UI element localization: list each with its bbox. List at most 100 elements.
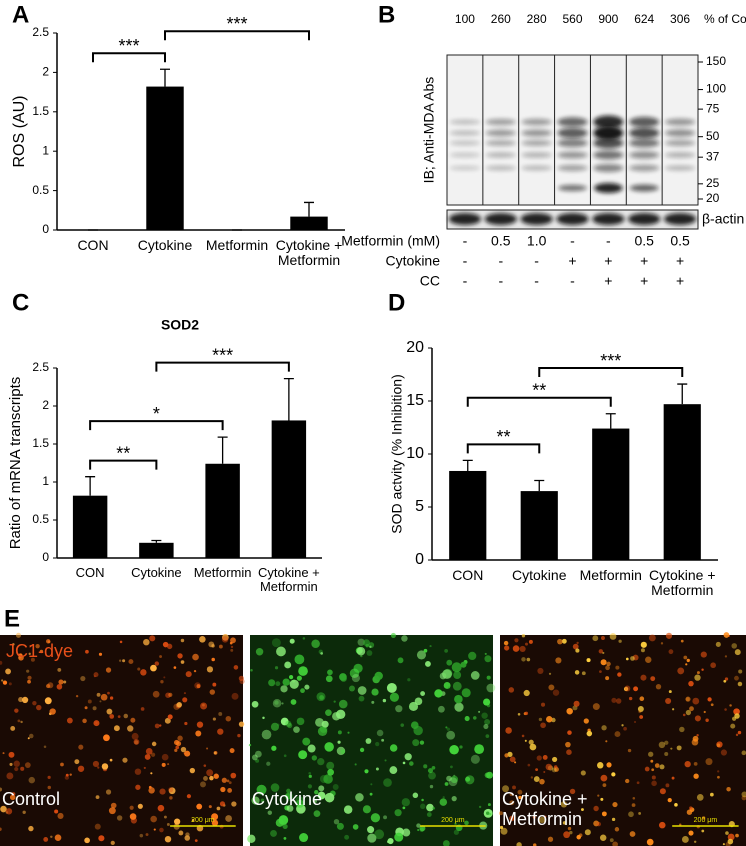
micrograph bbox=[0, 635, 243, 846]
cell bbox=[28, 825, 34, 832]
cell bbox=[425, 660, 431, 667]
cell bbox=[13, 760, 20, 767]
y-tick-label: 1 bbox=[42, 474, 49, 488]
cell bbox=[521, 634, 526, 638]
cell bbox=[580, 808, 584, 811]
cell bbox=[459, 745, 463, 749]
cell bbox=[174, 748, 178, 752]
band bbox=[593, 126, 624, 140]
cell bbox=[725, 831, 729, 835]
cell bbox=[192, 653, 199, 661]
cell bbox=[439, 798, 448, 806]
y-tick-label: 0 bbox=[415, 551, 424, 568]
cell bbox=[696, 671, 700, 675]
error-bar bbox=[605, 413, 616, 429]
cell bbox=[517, 713, 521, 716]
cell bbox=[313, 810, 321, 817]
actin-band bbox=[448, 213, 482, 225]
cell bbox=[586, 658, 591, 663]
cell bbox=[140, 707, 145, 711]
cell bbox=[600, 797, 604, 801]
band bbox=[521, 118, 552, 126]
cell bbox=[664, 752, 669, 757]
cell bbox=[47, 785, 51, 790]
cell bbox=[216, 806, 221, 811]
condition-value: - bbox=[570, 233, 575, 249]
x-tick-label-box: Cytokine bbox=[138, 238, 192, 253]
cell bbox=[193, 669, 197, 673]
cell bbox=[295, 799, 304, 808]
cell bbox=[194, 839, 198, 842]
cell bbox=[644, 766, 650, 772]
cells bbox=[498, 632, 746, 846]
cell bbox=[282, 823, 288, 830]
cell bbox=[632, 796, 636, 800]
cell bbox=[390, 632, 396, 638]
cell bbox=[276, 723, 280, 727]
cell bbox=[365, 643, 370, 648]
cell bbox=[444, 782, 449, 786]
cell bbox=[426, 803, 434, 812]
cell bbox=[394, 832, 404, 842]
cell bbox=[28, 652, 31, 655]
cell bbox=[105, 789, 112, 795]
cell bbox=[283, 754, 287, 758]
cell bbox=[567, 730, 572, 735]
cell bbox=[498, 811, 503, 816]
cell bbox=[298, 750, 308, 760]
band bbox=[593, 164, 624, 172]
cell bbox=[82, 718, 87, 724]
cell bbox=[658, 821, 666, 829]
band bbox=[557, 164, 588, 172]
x-tick-label: Cytokine bbox=[131, 566, 182, 580]
cell bbox=[148, 785, 152, 789]
cell bbox=[185, 671, 192, 678]
significance-bracket bbox=[89, 459, 158, 470]
scale-label: 200 μm bbox=[191, 817, 215, 824]
cell bbox=[311, 755, 318, 761]
cell bbox=[206, 769, 214, 777]
antibody-label: IB; Anti-MDA Abs bbox=[421, 77, 437, 184]
cell bbox=[686, 658, 690, 663]
cell bbox=[169, 796, 173, 800]
y-tick-label: 0.5 bbox=[32, 183, 49, 197]
cell bbox=[323, 774, 333, 784]
cell bbox=[724, 708, 727, 711]
cell bbox=[519, 645, 526, 652]
cell bbox=[417, 828, 420, 832]
marker-label: 150 bbox=[706, 54, 726, 68]
cell bbox=[131, 732, 139, 740]
cell bbox=[597, 762, 604, 769]
band bbox=[594, 183, 623, 193]
cell bbox=[84, 837, 90, 844]
cell bbox=[268, 679, 276, 687]
cell bbox=[0, 787, 3, 792]
panel-letter: B bbox=[378, 1, 395, 28]
band bbox=[593, 137, 624, 149]
cell bbox=[701, 829, 705, 833]
x-tick-label: CON bbox=[452, 568, 484, 583]
cell bbox=[516, 842, 522, 846]
cell bbox=[552, 689, 560, 696]
cell bbox=[284, 792, 294, 801]
condition-label: CC bbox=[420, 273, 440, 289]
cell bbox=[177, 735, 183, 741]
cell bbox=[231, 692, 239, 700]
cell bbox=[639, 696, 645, 702]
cell bbox=[128, 659, 134, 665]
cell bbox=[689, 706, 694, 712]
cell bbox=[36, 704, 42, 711]
cell bbox=[694, 715, 701, 722]
cell bbox=[316, 692, 326, 702]
actin-band bbox=[628, 213, 661, 225]
cell bbox=[271, 745, 277, 751]
cell bbox=[148, 787, 155, 794]
cell bbox=[611, 697, 617, 703]
cell bbox=[734, 649, 741, 656]
cell bbox=[451, 662, 462, 673]
cell bbox=[167, 714, 173, 720]
cell bbox=[598, 649, 604, 654]
cell bbox=[682, 713, 686, 717]
significance-label: ** bbox=[532, 380, 546, 400]
error-bar bbox=[462, 459, 473, 471]
